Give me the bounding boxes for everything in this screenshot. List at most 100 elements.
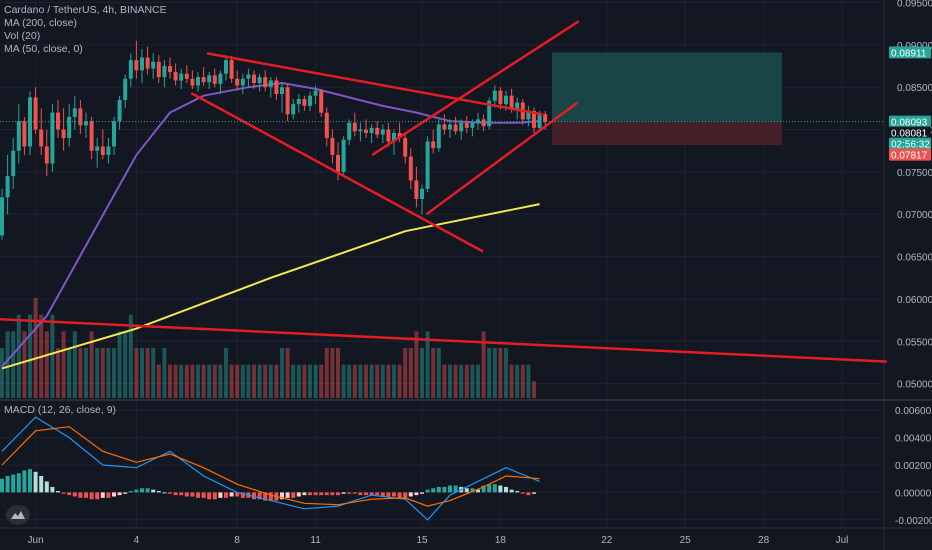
volume-bar [515, 364, 520, 398]
volume-bar [173, 364, 178, 398]
macd-histogram-bar [358, 492, 363, 496]
volume-bar [285, 348, 290, 398]
macd-histogram-bar [84, 492, 88, 498]
volume-bar [509, 364, 514, 398]
volume-bar [33, 298, 38, 398]
volume-bar [341, 364, 346, 398]
price-tick-label: 0.09500 [897, 0, 932, 10]
macd-histogram-bar [184, 492, 189, 497]
macd-legend: MACD (12, 26, close, 9) [4, 404, 117, 416]
macd-histogram-bar [61, 492, 66, 494]
volume-bar [420, 348, 424, 398]
candle-body [190, 78, 195, 86]
candle-body [476, 119, 480, 123]
volume-bar [520, 364, 525, 398]
candle-body [78, 108, 83, 126]
macd-histogram-bar [420, 492, 424, 494]
candle-body [487, 100, 492, 127]
candle-body [212, 75, 217, 84]
macd-histogram-bar [179, 492, 184, 496]
volume-bar [168, 364, 172, 398]
candle-body [543, 114, 548, 122]
candle-body [218, 73, 223, 84]
macd-histogram-bar [453, 485, 458, 493]
macd-histogram-bar [235, 492, 240, 497]
macd-histogram-bar [520, 492, 525, 494]
volume-bar [123, 331, 128, 398]
candle-body [257, 77, 262, 83]
candle-body [263, 77, 268, 88]
candle-body [459, 122, 464, 132]
candle-body [196, 77, 200, 86]
macd-histogram-bar [28, 469, 32, 493]
candle-body [280, 87, 284, 94]
price-label-box [889, 137, 931, 150]
candle-body [67, 116, 72, 139]
volume-bar [414, 331, 419, 398]
macd-histogram-bar [168, 492, 172, 494]
volume-bar [347, 364, 352, 398]
candle-body [336, 154, 340, 172]
time-tick-label: Jun [28, 535, 44, 546]
volume-bar [112, 348, 116, 398]
volume-bar [134, 348, 139, 398]
macd-histogram-bar [134, 489, 139, 493]
candle-body [44, 146, 49, 164]
candle-body [515, 102, 520, 110]
price-label-text: 0.08081 [891, 129, 928, 140]
candle-body [492, 90, 497, 101]
volume-bar [504, 348, 508, 398]
signal-line [1, 426, 540, 507]
macd-histogram-bar [190, 492, 195, 497]
candle-body [235, 78, 240, 86]
candle-body [375, 127, 380, 135]
macd-histogram-bar [252, 492, 256, 500]
channel-lower-trendline [425, 101, 579, 216]
candle-body [464, 122, 469, 128]
volume-bar [0, 348, 4, 398]
volume-bar [352, 364, 357, 398]
candle-body [106, 146, 111, 155]
macd-histogram-bar [403, 492, 408, 498]
macd-histogram-bar [526, 492, 531, 496]
candle-body [268, 80, 273, 88]
candle-body [296, 99, 301, 105]
candle-body [61, 129, 66, 139]
price-tick-label: 0.06500 [897, 253, 932, 264]
macd-histogram-bar [487, 484, 492, 493]
volume-bar [240, 364, 245, 398]
candle-body [308, 95, 312, 106]
macd-histogram-bar [341, 492, 346, 494]
candle-body [313, 90, 318, 96]
candle-body [207, 75, 212, 83]
candle-body [532, 110, 536, 128]
volume-bar [151, 348, 156, 398]
candle-body [526, 110, 531, 120]
candle-body [84, 121, 88, 126]
candle-body [50, 112, 55, 164]
volume-bar [44, 331, 49, 398]
volume-bar [487, 348, 492, 398]
macd-histogram-bar [106, 492, 111, 498]
macd-histogram-bar [156, 491, 161, 493]
candle-body [537, 114, 542, 128]
macd-histogram-bar [302, 492, 307, 496]
macd-histogram-bar [56, 491, 60, 493]
macd-histogram-bar [224, 492, 228, 498]
macd-histogram-bar [481, 485, 486, 493]
macd-histogram-bar [207, 492, 212, 500]
volume-bar [364, 364, 368, 398]
macd-histogram-bar [117, 492, 122, 496]
price-tick-label: 0.06000 [897, 295, 932, 306]
macd-histogram-bar [470, 488, 475, 493]
volume-bar [358, 364, 363, 398]
candle-body [16, 121, 21, 151]
candle-body [252, 74, 256, 83]
candle-body [420, 188, 424, 199]
macd-histogram-bar [375, 492, 380, 496]
macd-histogram-bar [67, 492, 72, 496]
volume-bar [50, 314, 55, 398]
volume-bar [280, 348, 284, 398]
macd-histogram-bar [498, 485, 503, 493]
